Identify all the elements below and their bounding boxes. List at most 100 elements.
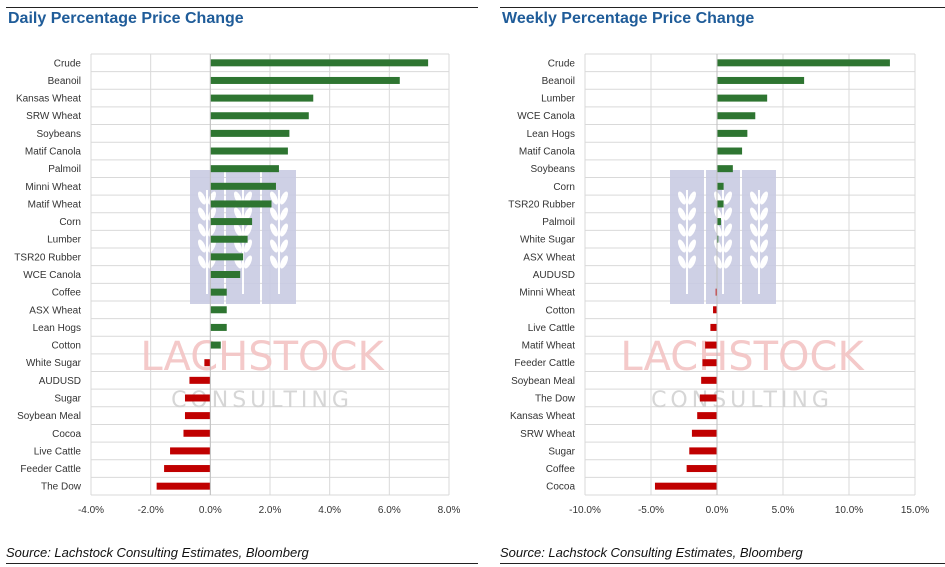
- bar-coffee: [210, 288, 227, 296]
- wheat-grain: [269, 255, 279, 269]
- bar-soybean-meal: [184, 412, 211, 420]
- tick-label: 8.0%: [438, 505, 461, 516]
- wheat-grain: [197, 239, 207, 253]
- category-label: Live Cattle: [34, 446, 82, 457]
- wheat-grain: [749, 239, 759, 253]
- category-label: AUDUSD: [533, 270, 575, 281]
- bar-white-sugar: [717, 235, 719, 243]
- chart-title: Daily Percentage Price Change: [8, 10, 244, 27]
- bar-feeder-cattle: [164, 465, 211, 473]
- bar-matif-wheat: [210, 200, 272, 208]
- wheat-grain: [759, 207, 769, 221]
- bar-lumber: [210, 235, 248, 243]
- category-label: Coffee: [52, 288, 82, 299]
- category-label: Lean Hogs: [33, 323, 81, 334]
- wheat-grain: [243, 239, 253, 253]
- bar-crude: [717, 59, 890, 67]
- bar-minni-wheat: [210, 182, 276, 190]
- watermark-tagline: CONSULTING: [651, 388, 833, 413]
- wheat-grain: [677, 255, 687, 269]
- bar-sugar: [184, 394, 211, 402]
- wheat-grain: [713, 239, 723, 253]
- category-label: Kansas Wheat: [16, 94, 81, 105]
- category-label: Minni Wheat: [25, 182, 81, 193]
- tick-label: 0.0%: [706, 505, 729, 516]
- category-label: Corn: [59, 217, 81, 228]
- category-label: AUDUSD: [39, 376, 81, 387]
- category-label: Beanoil: [542, 76, 575, 87]
- bar-beanoil: [717, 76, 805, 84]
- tick-label: -5.0%: [638, 505, 664, 516]
- category-label: TSR20 Rubber: [508, 199, 575, 210]
- bar-lean-hogs: [717, 129, 748, 137]
- tick-label: 0.0%: [199, 505, 222, 516]
- bar-matif-wheat: [705, 341, 717, 349]
- category-label: TSR20 Rubber: [14, 252, 81, 263]
- category-label: Feeder Cattle: [20, 464, 81, 475]
- wheat-grain: [233, 239, 243, 253]
- category-label: SRW Wheat: [26, 111, 81, 122]
- bar-coffee: [686, 465, 717, 473]
- wheat-grain: [687, 207, 697, 221]
- wheat-grain: [197, 223, 207, 237]
- wheat-grain: [723, 207, 733, 221]
- wheat-grain: [713, 255, 723, 269]
- wheat-grain: [279, 223, 289, 237]
- source-note: Source: Lachstock Consulting Estimates, …: [500, 545, 803, 560]
- tick-label: 4.0%: [318, 505, 341, 516]
- category-label: The Dow: [41, 482, 82, 493]
- bar-cotton: [210, 341, 221, 349]
- bar-wce-canola: [717, 112, 756, 120]
- weekly-chart-panel: Weekly Percentage Price Change LACHSTOCK…: [494, 0, 945, 567]
- wheat-grain: [713, 223, 723, 237]
- wheat-grain: [269, 239, 279, 253]
- wheat-grain: [749, 191, 759, 205]
- wheat-grain: [713, 207, 723, 221]
- tick-label: 2.0%: [259, 505, 282, 516]
- wheat-grain: [759, 191, 769, 205]
- category-label: Crude: [548, 58, 576, 69]
- wheat-grain: [233, 207, 243, 221]
- bar-matif-canola: [210, 147, 288, 155]
- category-label: The Dow: [535, 393, 576, 404]
- wheat-grain: [687, 191, 697, 205]
- bar-kansas-wheat: [697, 412, 717, 420]
- tick-label: 10.0%: [835, 505, 863, 516]
- bar-the-dow: [699, 394, 717, 402]
- bar-live-cattle: [170, 447, 211, 455]
- wheat-grain: [677, 207, 687, 221]
- bottom-rule: [500, 563, 945, 564]
- wheat-grain: [677, 239, 687, 253]
- category-label: Palmoil: [542, 217, 575, 228]
- weekly-bar-chart: LACHSTOCK CONSULTING Crude Beanoil Lumber WCE…: [508, 53, 929, 516]
- bottom-rule: [6, 563, 478, 564]
- category-label: Matif Wheat: [522, 341, 576, 352]
- bar-beanoil: [210, 76, 400, 84]
- watermark: LACHSTOCK CONSULTING: [620, 170, 865, 413]
- category-label: SRW Wheat: [520, 429, 575, 440]
- bar-soybeans: [210, 129, 290, 137]
- category-label: Beanoil: [48, 76, 81, 87]
- wheat-grain: [269, 207, 279, 221]
- wheat-grain: [723, 239, 733, 253]
- bar-lean-hogs: [210, 323, 227, 331]
- category-label: Feeder Cattle: [514, 358, 575, 369]
- category-label: Crude: [54, 58, 82, 69]
- category-label: Cotton: [546, 305, 575, 316]
- bar-tsr20-rubber: [717, 200, 724, 208]
- wheat-grain: [279, 207, 289, 221]
- bar-palmoil: [210, 165, 279, 173]
- chart-title: Weekly Percentage Price Change: [502, 10, 755, 27]
- bar-minni-wheat: [715, 288, 717, 296]
- wheat-grain: [243, 255, 253, 269]
- wheat-grain: [279, 255, 289, 269]
- category-label: Cotton: [52, 341, 81, 352]
- bar-crude: [210, 59, 429, 67]
- bar-srw-wheat: [210, 112, 309, 120]
- category-label: Live Cattle: [528, 323, 576, 334]
- bar-srw-wheat: [691, 429, 717, 437]
- category-label: White Sugar: [26, 358, 82, 369]
- watermark-name: LACHSTOCK: [620, 334, 865, 380]
- wheat-grain: [687, 223, 697, 237]
